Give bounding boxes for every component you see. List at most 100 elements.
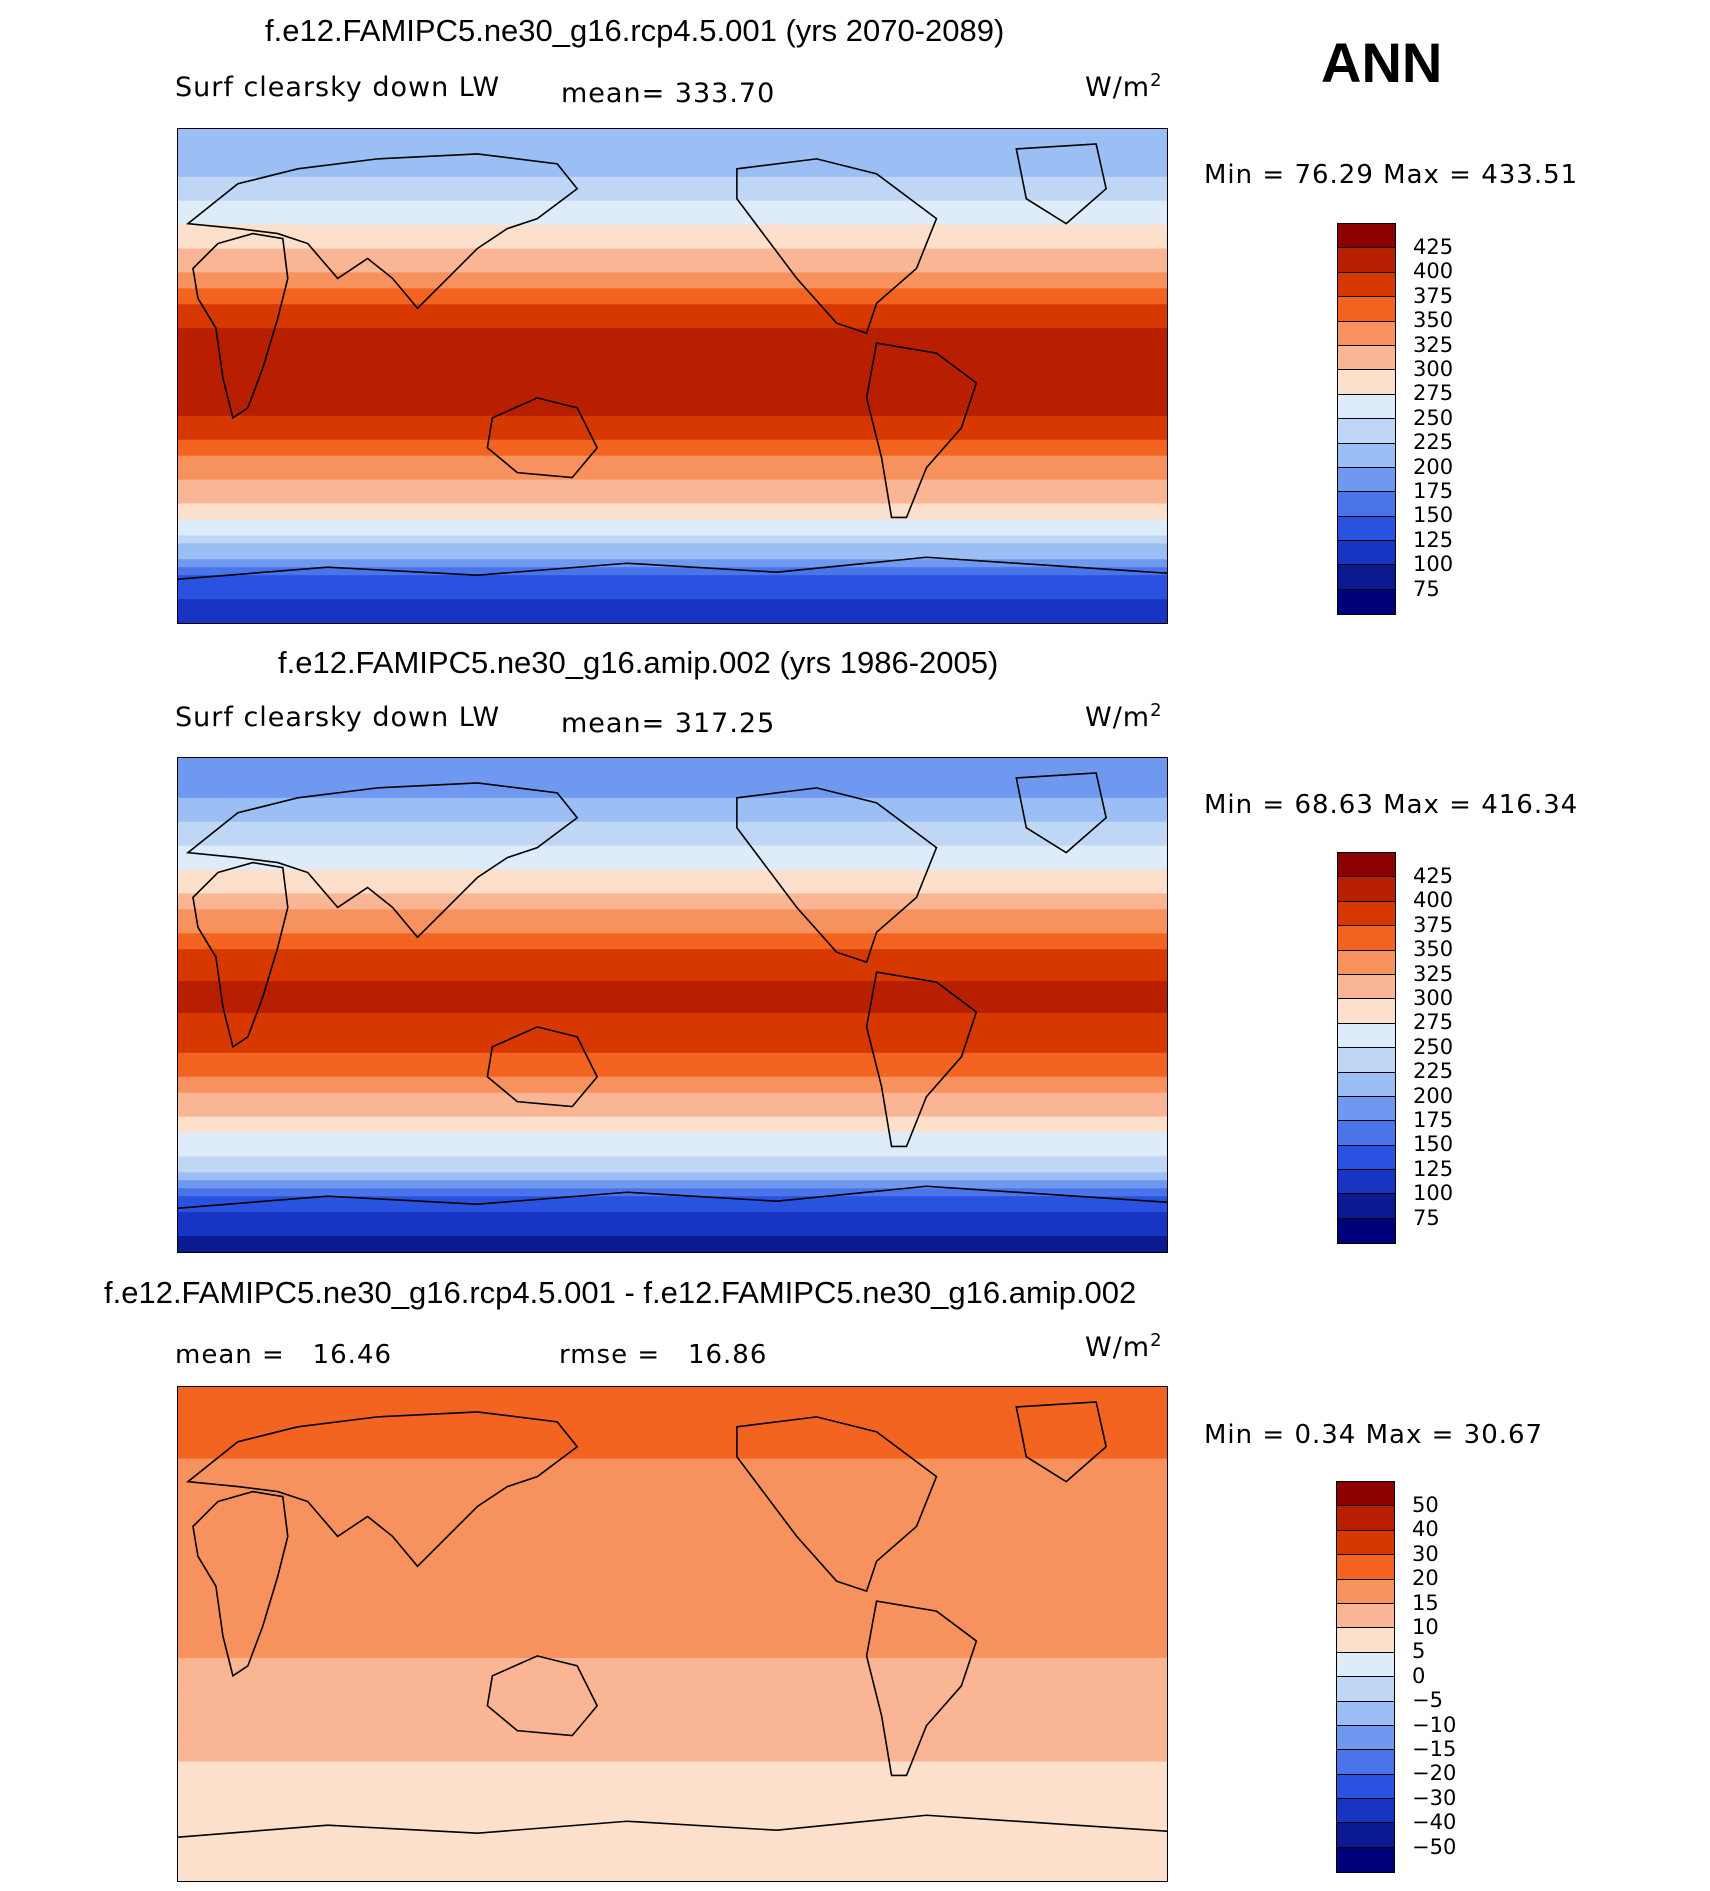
coastline <box>178 1814 1167 1838</box>
zonal-band <box>178 1785 1167 1794</box>
zonal-band <box>178 144 1167 154</box>
zonal-band <box>178 1020 1167 1030</box>
colorbar-swatch <box>1338 1218 1395 1244</box>
colorbar-tick-label: 325 <box>1413 332 1454 357</box>
zonal-band <box>178 1426 1167 1436</box>
zonal-band <box>178 288 1167 297</box>
zonal-band <box>178 1562 1167 1571</box>
colorbar-tick-label: −10 <box>1412 1712 1457 1737</box>
colorbar-swatch <box>1338 1048 1395 1073</box>
colorbar-swatch <box>1338 224 1395 249</box>
zonal-band <box>178 989 1167 998</box>
colorbar-swatch <box>1337 1579 1394 1604</box>
zonal-band <box>178 909 1167 918</box>
zonal-band <box>178 1737 1167 1747</box>
panel1-colorbar <box>1337 223 1396 616</box>
zonal-band <box>178 1817 1167 1826</box>
coastline <box>486 1026 599 1108</box>
coastline <box>486 397 599 479</box>
zonal-band <box>178 1164 1167 1173</box>
colorbar-tick-label: 225 <box>1413 430 1454 455</box>
colorbar-tick-label: 375 <box>1413 283 1454 308</box>
zonal-band <box>178 344 1167 353</box>
colorbar-tick-label: 300 <box>1413 357 1454 381</box>
zonal-band <box>178 264 1167 274</box>
colorbar-swatch <box>1338 541 1395 566</box>
zonal-band <box>178 1076 1167 1086</box>
zonal-band <box>178 1148 1167 1157</box>
colorbar-tick-label: 125 <box>1413 527 1454 552</box>
colorbar-tick-label: 225 <box>1413 1059 1454 1084</box>
zonal-band <box>178 1641 1167 1651</box>
zonal-band <box>178 1514 1167 1524</box>
panel1-map <box>177 128 1168 624</box>
zonal-band <box>178 527 1167 536</box>
zonal-band <box>178 168 1167 178</box>
zonal-band <box>178 383 1167 393</box>
colorbar-swatch <box>1337 1506 1394 1531</box>
panel3-rmse: rmse = 16.86 <box>559 1340 768 1370</box>
zonal-band <box>178 551 1167 560</box>
colorbar-tick-label: 200 <box>1413 1083 1454 1108</box>
coastline <box>185 1411 579 1568</box>
zonal-band <box>178 933 1167 942</box>
zonal-band <box>178 1228 1167 1237</box>
zonal-band <box>178 885 1167 895</box>
zonal-band <box>178 981 1167 990</box>
zonal-band <box>178 543 1167 552</box>
zonal-band <box>178 503 1167 513</box>
zonal-band <box>178 535 1167 544</box>
zonal-band <box>178 805 1167 815</box>
colorbar-swatch <box>1338 1145 1395 1171</box>
zonal-band <box>178 821 1167 831</box>
colorbar-swatch <box>1338 272 1395 298</box>
panel2-mean: mean= 317.25 <box>561 708 776 739</box>
zonal-band <box>178 1116 1167 1126</box>
colorbar-swatch <box>1337 1603 1394 1629</box>
zonal-band <box>178 463 1167 473</box>
season-label: ANN <box>1321 31 1443 94</box>
colorbar-swatch <box>1338 1023 1395 1049</box>
colorbar-swatch <box>1337 1628 1394 1653</box>
zonal-band <box>178 1777 1167 1786</box>
zonal-band <box>178 1538 1167 1547</box>
coastline <box>486 1655 599 1737</box>
panel3-title: f.e12.FAMIPC5.ne30_g16.rcp4.5.001 - f.e1… <box>104 1275 1137 1310</box>
colorbar-tick-label: 425 <box>1413 864 1454 888</box>
zonal-band <box>178 1132 1167 1142</box>
zonal-band <box>178 917 1167 926</box>
zonal-band <box>178 352 1167 361</box>
colorbar-swatch <box>1338 321 1395 346</box>
colorbar-tick-label: 20 <box>1412 1566 1439 1591</box>
zonal-band <box>178 1450 1167 1460</box>
panel1-map-svg <box>178 129 1167 623</box>
zonal-band <box>178 447 1167 457</box>
coastline <box>185 153 579 310</box>
zonal-band <box>178 1434 1167 1444</box>
panel2-title: f.e12.FAMIPC5.ne30_g16.amip.002 (yrs 198… <box>278 645 999 680</box>
zonal-band <box>178 1028 1167 1038</box>
zonal-band <box>178 1092 1167 1102</box>
zonal-band <box>178 1044 1167 1054</box>
zonal-band <box>178 1068 1167 1078</box>
coastline <box>192 1490 289 1678</box>
zonal-band <box>178 1458 1167 1468</box>
colorbar-tick-label: 5 <box>1412 1639 1426 1664</box>
colorbar-tick-label: 75 <box>1413 1205 1440 1230</box>
zonal-band <box>178 583 1167 592</box>
zonal-band <box>178 1865 1167 1874</box>
colorbar-swatch <box>1338 370 1395 395</box>
colorbar-tick-label: 100 <box>1413 552 1454 577</box>
colorbar-tick-label: 100 <box>1413 1181 1454 1206</box>
colorbar-swatch <box>1338 492 1395 517</box>
zonal-band <box>178 200 1167 210</box>
zonal-band <box>178 399 1167 409</box>
zonal-band <box>178 773 1167 783</box>
colorbar-swatch <box>1337 1750 1394 1775</box>
zonal-band <box>178 599 1167 608</box>
colorbar-tick-label: 325 <box>1413 961 1454 986</box>
zonal-band <box>178 829 1167 839</box>
zonal-band <box>178 320 1167 329</box>
colorbar-tick-label: 350 <box>1413 937 1454 962</box>
zonal-band <box>178 1586 1167 1595</box>
